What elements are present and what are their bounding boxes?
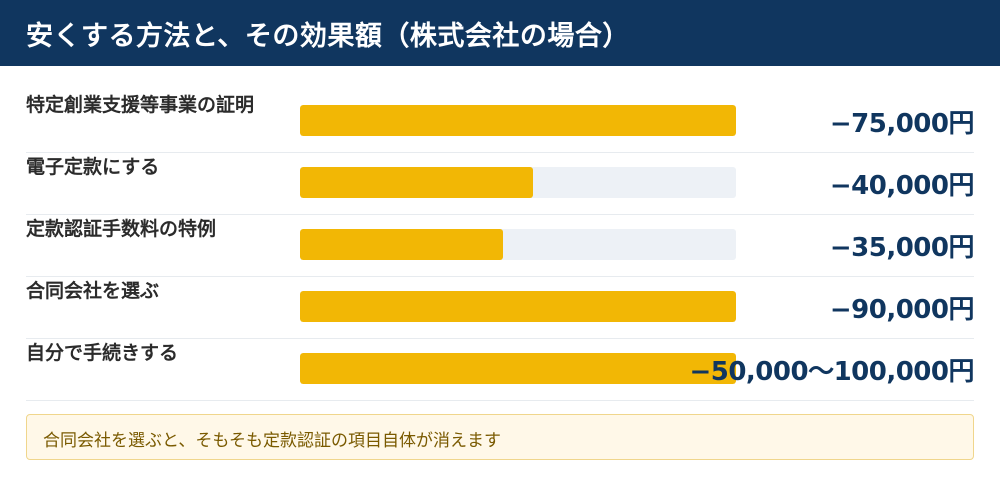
method-label: 合同会社を選ぶ — [26, 280, 160, 302]
savings-row: 合同会社を選ぶ −90,000円 — [26, 276, 975, 339]
savings-amount: −90,000円 — [829, 295, 975, 325]
bar-track — [300, 167, 736, 198]
savings-row: 特定創業支援等事業の証明 −75,000円 — [26, 90, 975, 153]
savings-row: 電子定款にする −40,000円 — [26, 152, 975, 215]
page-title: 安くする方法と、その効果額（株式会社の場合） — [26, 21, 630, 52]
header-bar: 安くする方法と、その効果額（株式会社の場合） — [0, 0, 1000, 66]
bar-fill — [300, 291, 736, 322]
savings-amount: −50,000〜100,000円 — [689, 357, 974, 387]
bar-track — [300, 105, 736, 136]
bar-fill — [300, 353, 736, 384]
method-label: 電子定款にする — [26, 156, 160, 178]
method-label: 自分で手続きする — [26, 342, 179, 364]
note-text: 合同会社を選ぶと、そもそも定款認証の項目自体が消えます — [43, 431, 501, 451]
savings-amount: −35,000円 — [829, 233, 975, 263]
savings-amount: −75,000円 — [829, 109, 975, 139]
method-label: 特定創業支援等事業の証明 — [26, 94, 255, 116]
bar-track — [300, 229, 736, 260]
savings-row: 自分で手続きする −50,000〜100,000円 — [26, 338, 974, 401]
savings-row: 定款認証手数料の特例 −35,000円 — [26, 214, 975, 277]
bar-track — [300, 291, 736, 322]
bar-fill — [300, 167, 533, 198]
bar-track — [300, 353, 736, 384]
bar-fill — [300, 229, 504, 260]
bar-fill — [300, 105, 736, 136]
note-box: 合同会社を選ぶと、そもそも定款認証の項目自体が消えます — [26, 414, 974, 460]
savings-amount: −40,000円 — [829, 171, 975, 201]
method-label: 定款認証手数料の特例 — [26, 218, 217, 240]
